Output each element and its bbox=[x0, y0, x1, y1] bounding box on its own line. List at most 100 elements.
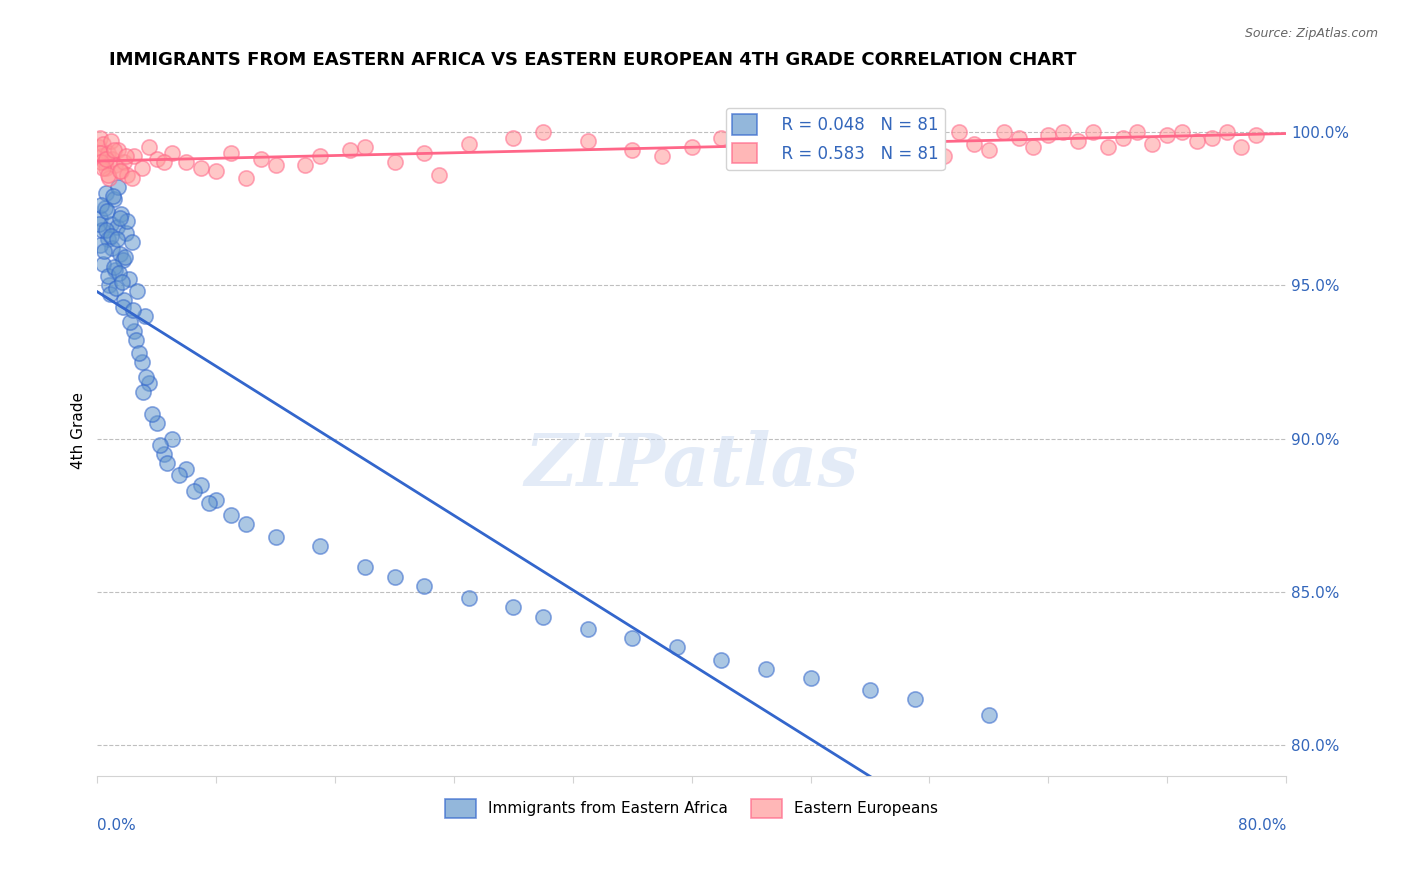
Point bbox=[111, 253, 134, 268]
Legend: Immigrants from Eastern Africa, Eastern Europeans: Immigrants from Eastern Africa, Eastern … bbox=[439, 793, 943, 824]
Point bbox=[294, 158, 316, 172]
Point bbox=[918, 130, 941, 145]
Point bbox=[249, 152, 271, 166]
Point bbox=[183, 483, 205, 498]
Point bbox=[112, 293, 135, 308]
Point bbox=[90, 149, 112, 163]
Point bbox=[190, 477, 212, 491]
Point bbox=[830, 134, 852, 148]
Point bbox=[427, 168, 450, 182]
Point bbox=[197, 496, 219, 510]
Point bbox=[89, 146, 111, 161]
Point bbox=[122, 302, 145, 317]
Point bbox=[108, 164, 131, 178]
Point bbox=[799, 146, 821, 161]
Point bbox=[176, 462, 198, 476]
Point bbox=[665, 640, 688, 655]
Point bbox=[149, 438, 172, 452]
Point bbox=[160, 432, 183, 446]
Point bbox=[89, 130, 111, 145]
Point bbox=[190, 161, 212, 176]
Point bbox=[889, 140, 911, 154]
Point bbox=[1007, 130, 1029, 145]
Point bbox=[98, 287, 121, 301]
Point bbox=[101, 189, 124, 203]
Point bbox=[103, 192, 125, 206]
Point bbox=[710, 130, 733, 145]
Point bbox=[108, 266, 131, 280]
Point bbox=[117, 272, 139, 286]
Point bbox=[87, 140, 110, 154]
Point bbox=[107, 143, 129, 157]
Point bbox=[1126, 124, 1149, 138]
Point bbox=[112, 155, 135, 169]
Point bbox=[681, 140, 703, 154]
Point bbox=[167, 468, 190, 483]
Point bbox=[134, 309, 156, 323]
Text: 80.0%: 80.0% bbox=[1237, 818, 1286, 832]
Point bbox=[963, 136, 986, 151]
Text: IMMIGRANTS FROM EASTERN AFRICA VS EASTERN EUROPEAN 4TH GRADE CORRELATION CHART: IMMIGRANTS FROM EASTERN AFRICA VS EASTER… bbox=[110, 51, 1077, 69]
Point bbox=[100, 228, 122, 243]
Point bbox=[576, 134, 599, 148]
Point bbox=[90, 155, 112, 169]
Point bbox=[153, 447, 176, 461]
Point bbox=[219, 508, 242, 523]
Point bbox=[127, 284, 149, 298]
Point bbox=[110, 164, 132, 178]
Point bbox=[309, 539, 332, 553]
Text: Source: ZipAtlas.com: Source: ZipAtlas.com bbox=[1244, 27, 1378, 40]
Point bbox=[264, 530, 287, 544]
Point bbox=[1067, 134, 1090, 148]
Point bbox=[219, 146, 242, 161]
Point bbox=[384, 155, 406, 169]
Point bbox=[1052, 124, 1074, 138]
Point bbox=[576, 622, 599, 636]
Point bbox=[97, 268, 120, 283]
Point bbox=[205, 492, 228, 507]
Point bbox=[235, 517, 257, 532]
Point bbox=[138, 140, 160, 154]
Point bbox=[156, 456, 179, 470]
Point bbox=[141, 407, 163, 421]
Point bbox=[1230, 140, 1253, 154]
Point bbox=[353, 140, 375, 154]
Point bbox=[110, 207, 132, 221]
Point bbox=[93, 244, 115, 259]
Point bbox=[91, 256, 114, 270]
Point bbox=[977, 143, 1000, 157]
Point bbox=[112, 300, 135, 314]
Point bbox=[111, 275, 134, 289]
Point bbox=[710, 652, 733, 666]
Point bbox=[97, 146, 120, 161]
Point bbox=[1142, 136, 1164, 151]
Point bbox=[651, 149, 673, 163]
Point bbox=[176, 155, 198, 169]
Point bbox=[104, 262, 127, 277]
Point bbox=[457, 591, 479, 606]
Y-axis label: 4th Grade: 4th Grade bbox=[72, 392, 86, 469]
Point bbox=[107, 179, 129, 194]
Point bbox=[103, 143, 125, 157]
Point bbox=[799, 671, 821, 685]
Point bbox=[121, 170, 143, 185]
Point bbox=[1244, 128, 1267, 142]
Point bbox=[96, 204, 118, 219]
Point bbox=[89, 238, 111, 252]
Point bbox=[101, 152, 124, 166]
Point bbox=[1201, 130, 1223, 145]
Point bbox=[115, 213, 138, 227]
Point bbox=[977, 707, 1000, 722]
Point bbox=[114, 149, 136, 163]
Point bbox=[740, 124, 762, 138]
Point bbox=[114, 226, 136, 240]
Point bbox=[1097, 140, 1119, 154]
Point bbox=[105, 219, 128, 234]
Point bbox=[121, 235, 143, 249]
Point bbox=[413, 146, 436, 161]
Point bbox=[1185, 134, 1208, 148]
Point bbox=[114, 251, 136, 265]
Point bbox=[621, 143, 644, 157]
Point bbox=[384, 569, 406, 583]
Point bbox=[339, 143, 361, 157]
